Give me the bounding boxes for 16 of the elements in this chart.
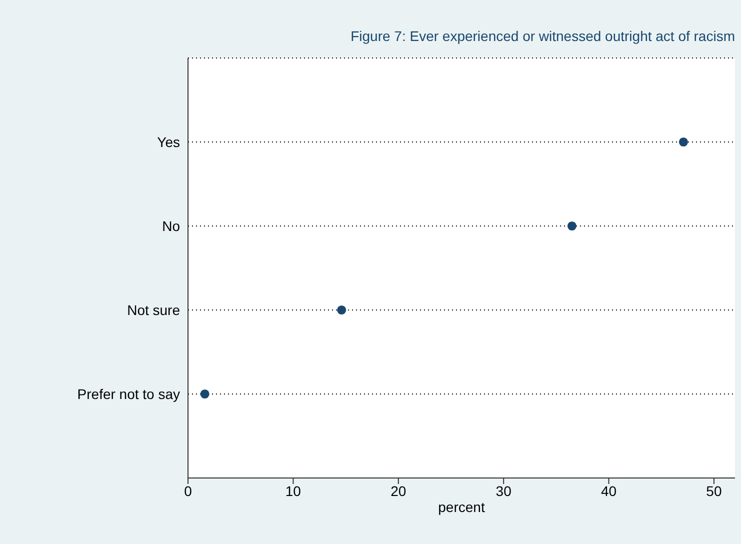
y-tick-label: Not sure <box>127 302 180 318</box>
x-tick-label: 40 <box>600 482 617 499</box>
x-tick-label: 50 <box>706 482 722 499</box>
y-tick-label: Prefer not to say <box>77 386 180 402</box>
x-tick-label: 20 <box>390 482 406 499</box>
point <box>337 305 346 315</box>
chart-title: Figure 7: Ever experienced or witnessed outright act of racism <box>350 28 735 44</box>
x-tick-label: 10 <box>285 482 302 499</box>
y-tick-label: Yes <box>157 134 180 150</box>
x-tick-label: 30 <box>496 482 512 499</box>
point <box>678 137 688 147</box>
y-tick-label: No <box>162 218 180 234</box>
x-tick-label: 0 <box>184 482 192 499</box>
point <box>200 389 210 399</box>
point <box>567 221 576 231</box>
x-axis-title: percent <box>438 499 485 515</box>
